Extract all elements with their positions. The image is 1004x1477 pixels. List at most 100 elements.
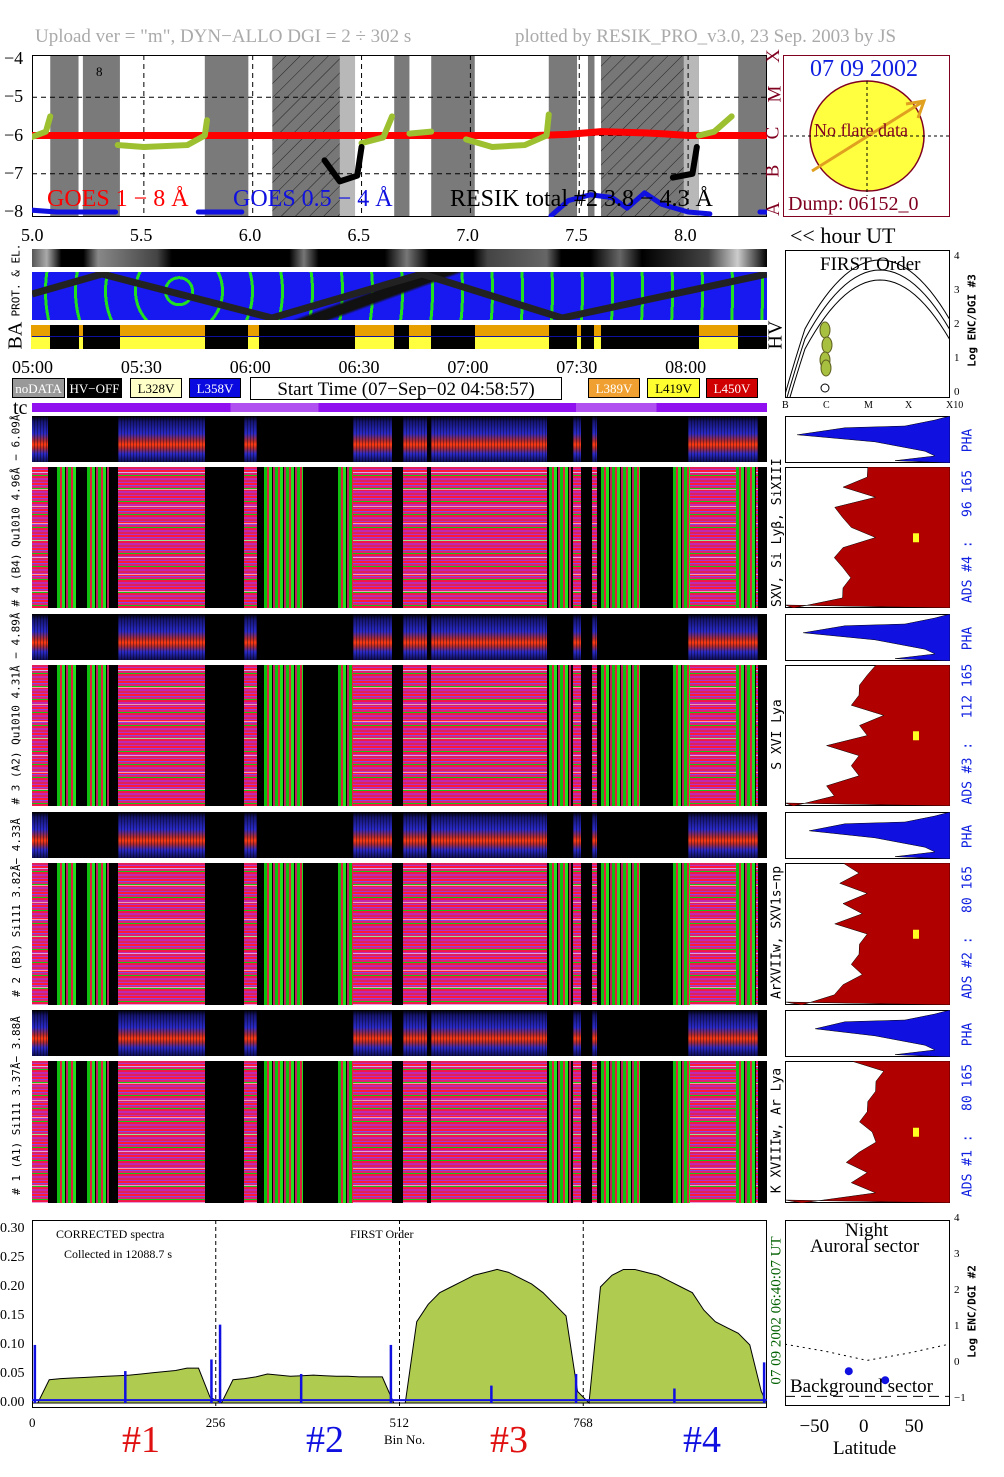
pha-data-segment <box>688 614 758 660</box>
first-order-xtick: X10 <box>946 400 964 411</box>
first-order-data-point <box>821 336 833 354</box>
channel-lines-label: K XVIIIw, Ar Lya <box>769 1067 785 1194</box>
spectrogram-partial-segment <box>735 863 756 1005</box>
ads-marker <box>913 929 919 939</box>
legend-l389v: L389V <box>588 378 640 398</box>
first-order-ytick: 2 <box>954 318 960 330</box>
time-label: 05:30 <box>120 357 162 377</box>
prot-el-label: PROT. & EL. <box>9 243 23 317</box>
spectrogram-3 <box>32 665 767 806</box>
series-resik-total-2 <box>463 111 552 150</box>
pha-histogram-2 <box>785 812 950 859</box>
ba-orange-interval <box>577 325 582 337</box>
flare-class-label: A <box>762 202 784 216</box>
ba-orange-interval <box>78 325 83 337</box>
ba-hv-strip <box>30 325 767 349</box>
spectrogram-partial-segment <box>735 665 756 806</box>
lat-ylabel: Log ENC/DGI #2 <box>965 1265 979 1358</box>
legend-goes-short: GOES 0.5 − 4 Å <box>233 186 393 212</box>
spectrogram-partial-segment <box>601 467 641 608</box>
spectrogram-data-segment <box>32 1061 49 1203</box>
spectrogram-partial-segment <box>56 1061 77 1203</box>
spectrogram-partial-segment <box>601 665 641 806</box>
goes-lightcurve-plot: 8 <box>32 55 767 217</box>
ads-marker <box>913 731 919 741</box>
pha-data-segment <box>431 416 547 462</box>
pha-data-segment <box>572 614 582 660</box>
ba-orange-interval <box>409 325 432 337</box>
ads-histogram-1 <box>785 1061 950 1203</box>
goes-xtick: 5.0 <box>21 225 44 245</box>
spectrogram-partial-segment <box>548 863 571 1005</box>
spectrogram-partial-segment <box>672 665 691 806</box>
spectrogram-data-segment <box>592 665 597 806</box>
pha-data-segment <box>32 416 49 462</box>
pha-strip-4 <box>32 416 767 462</box>
pha-data-segment <box>431 812 547 858</box>
pha-histogram-shape <box>808 812 950 859</box>
lat-ytick: 4 <box>954 1212 960 1224</box>
lat-xtick: 0 <box>859 1416 869 1437</box>
goes-ytick: −4 <box>4 48 24 68</box>
first-order-ylabel: Log ENC/DGI #3 <box>965 274 979 367</box>
spectrogram-data-segment <box>243 863 258 1005</box>
first-order-ytick: 4 <box>954 250 960 262</box>
channel-lines-label: SXV, Si Lyβ, SiXIII <box>769 457 785 607</box>
lat-title-auroral: Auroral sector <box>810 1236 920 1257</box>
pha-label: PHA <box>960 1022 976 1046</box>
spectrogram-data-segment <box>352 665 392 806</box>
pha-histogram-shape <box>814 1010 950 1057</box>
lat-xtick: 50 <box>904 1416 924 1437</box>
spectrum-area <box>32 1268 767 1405</box>
spectrogram-data-segment <box>402 863 427 1005</box>
goes-xtick: 6.5 <box>347 225 371 245</box>
spectrogram-data-segment <box>431 467 547 608</box>
pha-data-segment <box>352 1010 392 1056</box>
channel-lines-label: S XVI Lya <box>769 698 785 770</box>
pha-strip-2 <box>32 812 767 858</box>
ba-yellow-interval <box>594 337 601 349</box>
spectrum-xlabel: Bin No. <box>384 1432 426 1447</box>
ads-label: ADS #1 : 80 165 <box>960 1063 976 1198</box>
spectrum-note-collected: Collected in 12088.7 s <box>64 1247 172 1261</box>
spectrogram-data-segment <box>352 863 392 1005</box>
goes-xtick: 5.5 <box>129 225 153 245</box>
series-goes-0-5-4-a <box>32 207 119 215</box>
pha-strip-1 <box>32 1010 767 1056</box>
lat-xlabel: Latitude <box>833 1438 897 1459</box>
spectrogram-4 <box>32 467 767 608</box>
lat-title-night: Night <box>845 1220 889 1241</box>
flare-class-label: X <box>762 49 784 63</box>
pha-data-segment <box>32 614 49 660</box>
spectrogram-data-segment <box>352 467 392 608</box>
spectrogram-partial-segment <box>56 467 77 608</box>
spectrum-xtick: 256 <box>205 1415 226 1430</box>
spectrogram-data-segment <box>32 467 49 608</box>
goes-xtick: 6.0 <box>238 225 262 245</box>
elevation-strip <box>32 249 767 267</box>
goes-ytick: −8 <box>4 201 24 221</box>
first-order-data-point <box>819 321 831 339</box>
ads-histogram-2 <box>785 863 950 1005</box>
goes-ytick: −5 <box>4 86 24 107</box>
ads-marker <box>913 1127 919 1137</box>
first-order-curve <box>786 269 950 398</box>
lat-ytick: 2 <box>954 1284 960 1296</box>
channel-label-4: #4 <box>683 1419 721 1461</box>
pha-histogram-4 <box>785 416 950 463</box>
pha-histogram-3 <box>785 614 950 661</box>
legend-l450v: L450V <box>706 378 758 398</box>
goes-ytick: −7 <box>4 162 24 183</box>
pha-data-segment <box>352 614 392 660</box>
spectrogram-partial-segment <box>263 467 303 608</box>
ads-label: ADS #3 : 112 165 <box>960 663 976 804</box>
pha-data-segment <box>592 1010 597 1056</box>
pha-strip-3 <box>32 614 767 660</box>
ba-yellow-interval <box>78 337 83 349</box>
spectrogram-data-segment <box>32 863 49 1005</box>
sun-panel: 07 09 2002 No flare data Dump: 06152_0 <box>783 55 951 217</box>
pha-label: PHA <box>960 824 976 848</box>
spectrogram-data-segment <box>32 665 49 806</box>
proton-map-strip <box>32 272 767 320</box>
first-order-ytick: 0 <box>954 386 960 398</box>
